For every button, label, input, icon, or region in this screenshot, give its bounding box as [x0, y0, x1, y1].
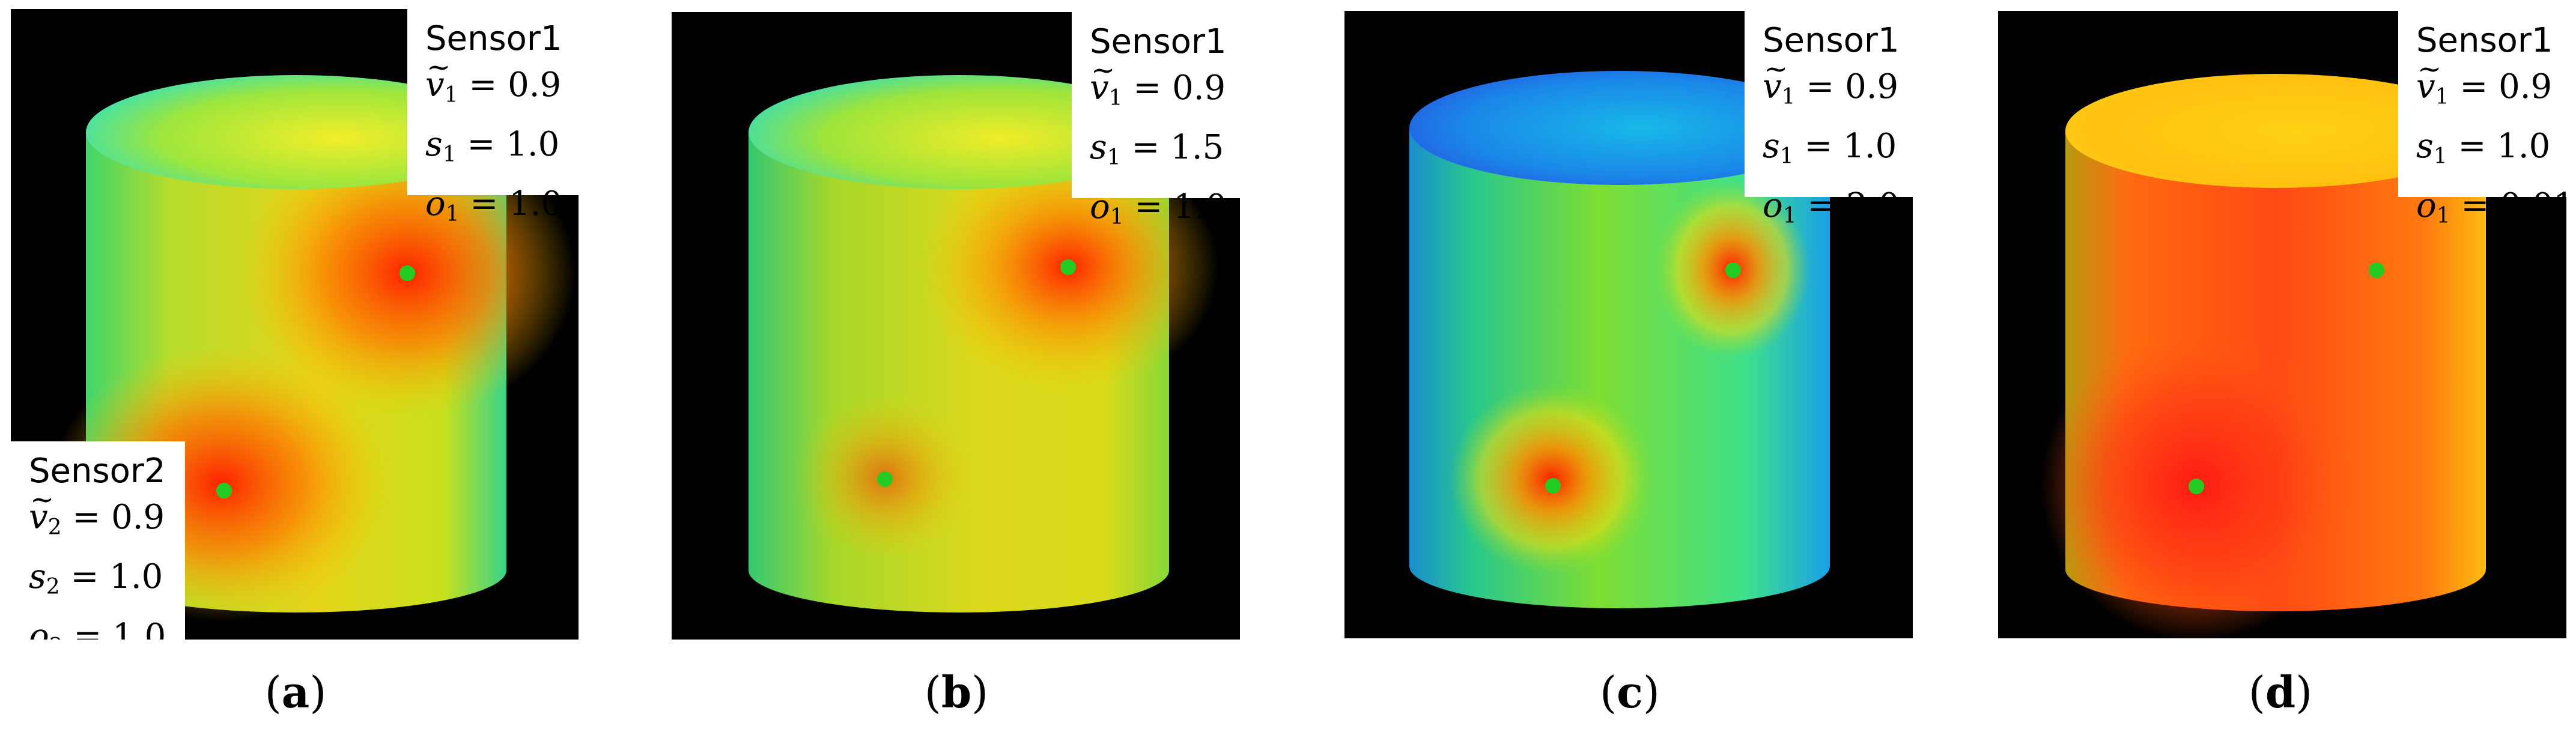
sensor1-params-box: Sensor1 v1 = 0.9 s1 = 1.0 o1 = 2.0	[1745, 11, 1913, 228]
panel-b: Sensor1 v1 = 0.9 s1 = 1.5 o1 = 1.0	[672, 12, 1240, 640]
cylinder-heatmap-c	[1409, 71, 1830, 608]
sensor2-marker-b	[877, 471, 893, 487]
sensor2-s: s2 = 1.0	[29, 557, 163, 599]
cylinder-heatmap-d	[2040, 74, 2486, 638]
sensor1-params-box: Sensor1 v1 = 0.9 s1 = 1.0 o1 = 1.0	[407, 9, 579, 226]
sensor1-v: v1 = 0.9	[1090, 46, 1229, 123]
sensor1-o: o1 = 0.01	[2416, 186, 2566, 228]
sensor1-s: s1 = 1.0	[1763, 127, 1897, 169]
sensor1-s: s1 = 1.0	[2416, 127, 2551, 169]
sensor2-marker-d	[2189, 479, 2204, 494]
sensor1-marker-d	[2369, 262, 2384, 278]
sensor1-v: v1 = 0.9	[425, 43, 568, 120]
sensor2-o: o2 = 1.0	[29, 617, 166, 640]
sensor1-s: s1 = 1.5	[1090, 128, 1224, 170]
sensor1-marker-b	[1060, 259, 1076, 275]
sensor1-params-box: Sensor1 v1 = 0.9 s1 = 1.5 o1 = 1.0	[1072, 12, 1240, 229]
sensor1-o: o1 = 2.0	[1763, 186, 1900, 228]
sensor1-marker-c	[1725, 262, 1741, 278]
panel-d: Sensor1 v1 = 0.9 s1 = 1.0 o1 = 0.01	[1998, 11, 2566, 638]
panel-c: Sensor1 v1 = 0.9 s1 = 1.0 o1 = 2.0	[1344, 11, 1913, 638]
sensor1-v: v1 = 0.9	[2416, 44, 2556, 122]
sensor2-marker-a	[216, 483, 232, 498]
sensor1-o: o1 = 1.0	[1090, 187, 1227, 229]
sensor2-params-box: Sensor2 v2 = 0.9 s2 = 1.0 o2 = 1.0	[11, 441, 185, 640]
sensor1-o: o1 = 1.0	[425, 184, 563, 226]
panel-a: Sensor1 v1 = 0.9 s1 = 1.0 o1 = 1.0 Senso…	[11, 9, 579, 640]
sensor1-v: v1 = 0.9	[1763, 44, 1902, 122]
caption-b: (b)	[924, 667, 989, 718]
sensor1-params-box: Sensor1 v1 = 0.9 s1 = 1.0 o1 = 0.01	[2398, 11, 2566, 228]
sensor1-s: s1 = 1.0	[425, 125, 560, 167]
sensor2-marker-c	[1545, 478, 1561, 494]
caption-a: (a)	[264, 667, 327, 718]
caption-c: (c)	[1599, 667, 1660, 718]
caption-d: (d)	[2248, 667, 2313, 718]
sensor1-marker-a	[399, 265, 415, 281]
sensor2-v: v2 = 0.9	[29, 475, 174, 552]
cylinder-heatmap-b	[749, 75, 1218, 613]
